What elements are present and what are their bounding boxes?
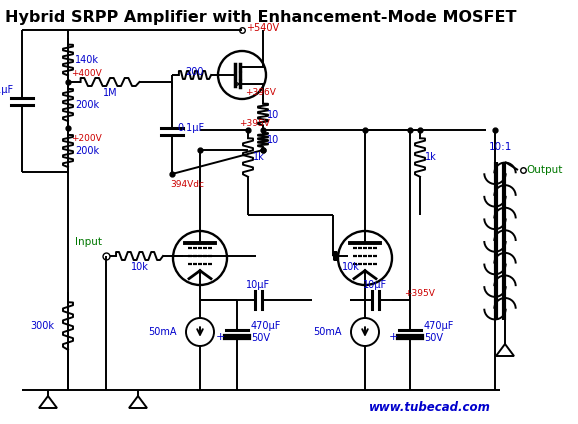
Text: 10: 10 [267,109,279,120]
Text: 200k: 200k [75,146,99,156]
Text: 1k: 1k [253,152,265,162]
Text: Input: Input [75,237,102,247]
Text: 10μF: 10μF [363,280,387,290]
Text: 10μF: 10μF [246,280,270,290]
Text: 0.1μF: 0.1μF [0,85,13,95]
Text: 1k: 1k [425,152,437,162]
Text: +400V: +400V [71,69,102,78]
Text: +395V: +395V [404,289,435,298]
Text: +396V: +396V [245,88,276,97]
Text: 140k: 140k [75,55,99,65]
Text: 1M: 1M [103,88,117,98]
Text: +: + [388,332,398,341]
Text: 470μF
50V: 470μF 50V [424,321,454,343]
Text: +395V: +395V [239,119,270,128]
Text: 300k: 300k [30,321,54,331]
Text: Hybrid SRPP Amplifier with Enhancement-Mode MOSFET: Hybrid SRPP Amplifier with Enhancement-M… [5,10,517,25]
Text: 10: 10 [267,135,279,145]
Text: www.tubecad.com: www.tubecad.com [369,401,491,414]
Text: 394Vdc: 394Vdc [170,180,204,189]
Text: 10:1: 10:1 [488,142,512,152]
Text: 50mA: 50mA [313,327,342,337]
Text: 10k: 10k [131,262,149,272]
Text: +200V: +200V [71,134,102,143]
Text: 50mA: 50mA [148,327,176,337]
Text: 200k: 200k [75,100,99,110]
Text: +540V: +540V [246,23,279,33]
Text: 470μF
50V: 470μF 50V [251,321,281,343]
Text: 10k: 10k [342,262,360,272]
Text: 0.1μF: 0.1μF [177,123,204,133]
Text: 200: 200 [186,67,204,77]
Text: Output: Output [526,165,562,175]
Text: +: + [216,332,225,341]
